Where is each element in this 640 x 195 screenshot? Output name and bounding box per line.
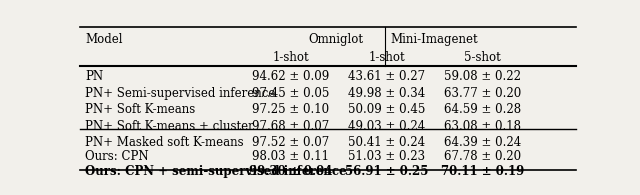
Text: Ours: CPN: Ours: CPN [85, 150, 148, 163]
Text: 50.09 ± 0.45: 50.09 ± 0.45 [348, 103, 425, 116]
Text: 64.59 ± 0.28: 64.59 ± 0.28 [444, 103, 522, 116]
Text: 43.61 ± 0.27: 43.61 ± 0.27 [348, 70, 425, 83]
Text: 98.03 ± 0.11: 98.03 ± 0.11 [252, 150, 330, 163]
Text: Ours: CPN + semi-supervised inference: Ours: CPN + semi-supervised inference [85, 165, 347, 178]
Text: 49.98 ± 0.34: 49.98 ± 0.34 [348, 87, 425, 100]
Text: 70.11 ± 0.19: 70.11 ± 0.19 [441, 165, 524, 178]
Text: 5-shot: 5-shot [465, 51, 501, 64]
Text: 56.91 ± 0.25: 56.91 ± 0.25 [345, 165, 428, 178]
Text: 64.39 ± 0.24: 64.39 ± 0.24 [444, 136, 522, 149]
Text: 97.45 ± 0.05: 97.45 ± 0.05 [252, 87, 330, 100]
Text: 97.52 ± 0.07: 97.52 ± 0.07 [252, 136, 330, 149]
Text: 1-shot: 1-shot [368, 51, 405, 64]
Text: 67.78 ± 0.20: 67.78 ± 0.20 [444, 150, 522, 163]
Text: 97.68 ± 0.07: 97.68 ± 0.07 [252, 120, 330, 133]
Text: 1-shot: 1-shot [273, 51, 309, 64]
Text: PN+ Semi-supervised inference: PN+ Semi-supervised inference [85, 87, 275, 100]
Text: 99.30 ± 0.04: 99.30 ± 0.04 [249, 165, 333, 178]
Text: 94.62 ± 0.09: 94.62 ± 0.09 [252, 70, 330, 83]
Text: 50.41 ± 0.24: 50.41 ± 0.24 [348, 136, 425, 149]
Text: PN+ Soft K-means + cluster: PN+ Soft K-means + cluster [85, 120, 253, 133]
Text: 59.08 ± 0.22: 59.08 ± 0.22 [444, 70, 521, 83]
Text: 97.25 ± 0.10: 97.25 ± 0.10 [252, 103, 330, 116]
Text: 51.03 ± 0.23: 51.03 ± 0.23 [348, 150, 425, 163]
Text: 63.77 ± 0.20: 63.77 ± 0.20 [444, 87, 522, 100]
Text: PN: PN [85, 70, 103, 83]
Text: 63.08 ± 0.18: 63.08 ± 0.18 [444, 120, 521, 133]
Text: Omniglot: Omniglot [308, 33, 363, 46]
Text: Model: Model [85, 33, 122, 46]
Text: PN+ Soft K-means: PN+ Soft K-means [85, 103, 195, 116]
Text: 49.03 ± 0.24: 49.03 ± 0.24 [348, 120, 425, 133]
Text: PN+ Masked soft K-means: PN+ Masked soft K-means [85, 136, 244, 149]
Text: Mini-Imagenet: Mini-Imagenet [391, 33, 479, 46]
